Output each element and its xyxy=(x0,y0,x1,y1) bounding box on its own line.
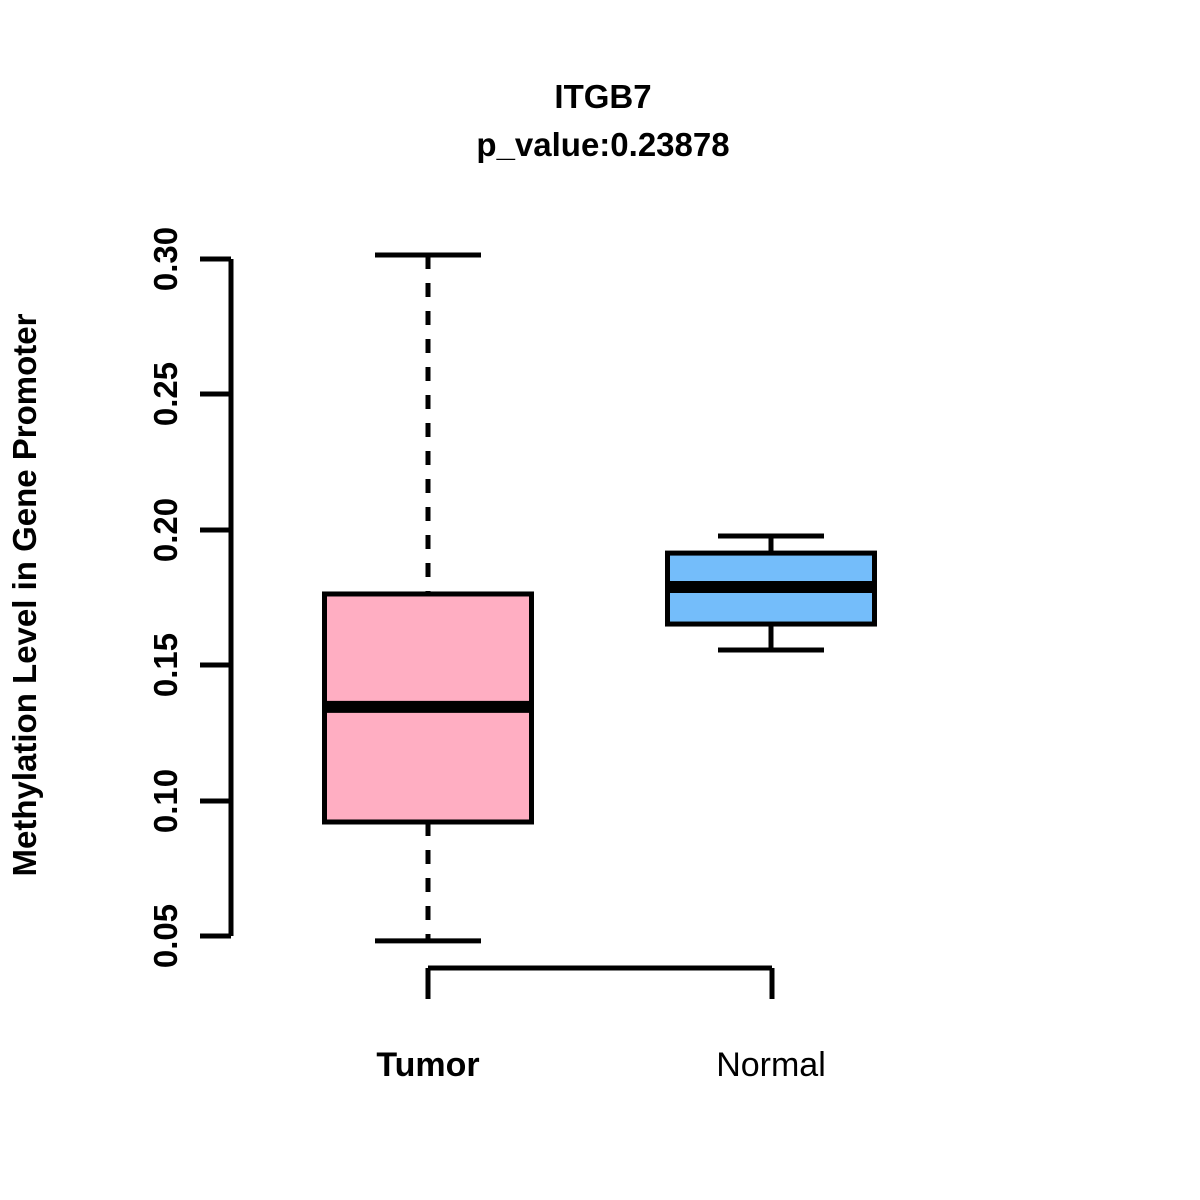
y-tick-labels: 0.30 0.25 0.20 0.15 0.10 0.05 xyxy=(147,227,184,968)
y-tick-label-0.15: 0.15 xyxy=(147,633,184,697)
boxplot-tumor[interactable] xyxy=(322,252,534,944)
x-axis xyxy=(425,965,775,999)
y-tick-label-0.20: 0.20 xyxy=(147,498,184,562)
page-title: ITGB7 xyxy=(554,78,651,115)
boxplot-normal[interactable] xyxy=(665,533,877,653)
y-tick-label-0.25: 0.25 xyxy=(147,362,184,426)
y-axis xyxy=(200,256,234,939)
y-axis-label: Methylation Level in Gene Promoter xyxy=(6,313,43,876)
x-tick-label-normal: Normal xyxy=(716,1046,826,1084)
x-tick-label-tumor: Tumor xyxy=(376,1046,479,1084)
y-tick-label-0.10: 0.10 xyxy=(147,769,184,833)
y-tick-label-0.05: 0.05 xyxy=(147,904,184,968)
p-value-subtitle: p_value:0.23878 xyxy=(476,126,729,163)
y-tick-label-0.30: 0.30 xyxy=(147,227,184,291)
